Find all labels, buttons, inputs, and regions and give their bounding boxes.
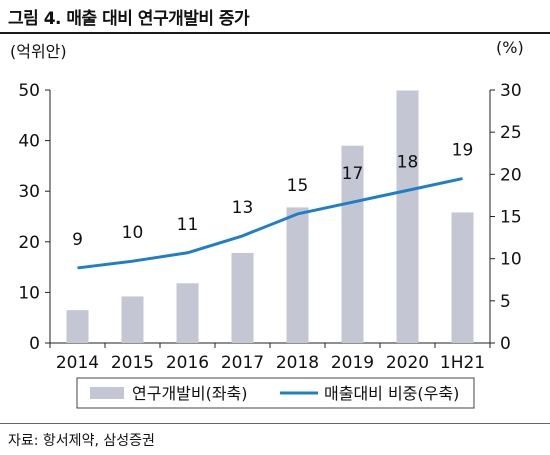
legend-swatch-bar — [90, 387, 124, 399]
ratio-data-label: 11 — [177, 215, 199, 235]
right-tick-label: 10 — [500, 250, 522, 270]
x-tick-label: 2019 — [331, 353, 374, 373]
bar-rnd-2015 — [121, 296, 144, 343]
source-note: 자료: 항서제약, 삼성증권 — [8, 433, 155, 449]
bar-rnd-1H21 — [451, 212, 474, 343]
right-tick-label: 25 — [500, 123, 522, 143]
ratio-data-label: 9 — [72, 230, 83, 250]
ratio-data-label: 13 — [232, 198, 254, 218]
bar-rnd-2017 — [231, 252, 254, 343]
bar-rnd-2018 — [286, 207, 309, 343]
x-tick-label: 2014 — [56, 353, 99, 373]
x-tick-label: 1H21 — [440, 353, 485, 373]
legend-label-bar: 연구개발비(좌축) — [132, 384, 248, 403]
legend-label-line: 매출대비 비중(우축) — [324, 384, 459, 403]
left-axis-unit: (억위안) — [10, 42, 67, 61]
right-tick-label: 15 — [500, 208, 522, 228]
chart-title: 그림 4. 매출 대비 연구개발비 증가 — [8, 9, 250, 29]
left-tick-label: 40 — [18, 132, 40, 152]
bar-rnd-2016 — [176, 283, 199, 343]
ratio-data-label: 18 — [397, 152, 419, 172]
right-tick-label: 0 — [500, 334, 511, 354]
left-tick-label: 30 — [18, 182, 40, 202]
chart-plot: 0 10 20 30 40 50 0 5 10 15 20 25 30 2014 2015 2016 2017 2… — [18, 81, 522, 409]
x-tick-label: 2016 — [166, 353, 209, 373]
right-tick-label: 30 — [500, 81, 522, 101]
ratio-data-label: 15 — [287, 176, 309, 196]
left-tick-label: 20 — [18, 233, 40, 253]
left-tick-label: 0 — [29, 334, 40, 354]
x-tick-label: 2017 — [221, 353, 264, 373]
x-tick-label: 2018 — [276, 353, 319, 373]
bar-rnd-2019 — [341, 145, 364, 343]
title-rule — [0, 32, 550, 34]
bar-rnd-2014 — [66, 310, 89, 343]
bar-rnd-2020 — [396, 90, 419, 343]
x-tick-label: 2020 — [386, 353, 429, 373]
source-rule — [0, 423, 550, 424]
ratio-data-label: 10 — [122, 223, 144, 243]
left-tick-label: 50 — [18, 81, 40, 101]
left-tick-label: 10 — [18, 283, 40, 303]
ratio-data-label: 19 — [452, 141, 474, 161]
ratio-line — [77, 177, 463, 270]
x-tick-label: 2015 — [111, 353, 154, 373]
right-tick-label: 20 — [500, 165, 522, 185]
right-tick-label: 5 — [500, 292, 511, 312]
legend — [76, 377, 475, 409]
right-axis-unit: (%) — [496, 38, 524, 57]
ratio-data-label: 17 — [342, 164, 364, 184]
